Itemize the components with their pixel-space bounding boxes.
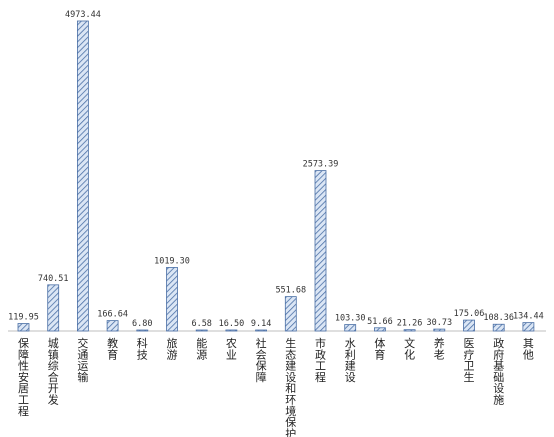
bar-13 [373,327,386,332]
bar-7 [195,329,208,332]
bar-6 [166,267,178,332]
category-label-2: 城镇综合开发 [48,337,59,407]
category-label-12: 水利建设 [345,337,356,384]
bar-16 [463,319,475,332]
bar-17 [492,323,505,332]
category-label-15: 养老 [434,336,445,361]
value-label-15: 30.73 [427,318,453,328]
value-label-10: 551.68 [275,286,306,296]
category-label-17: 政府基础设施 [493,336,504,407]
category-label-10: 生态建设和环境保护 [285,336,296,437]
value-labels-group: 119.95 740.51 4973.44 166.64 6.80 1019.30 6.58… [8,10,544,329]
category-label-18: 其他 [523,337,534,361]
bar-1 [17,323,30,332]
value-label-14: 21.26 [397,319,423,329]
category-label-5: 科技 [137,336,148,361]
category-label-13: 体育 [374,336,385,361]
value-label-18: 134.44 [513,312,544,322]
bar-4 [106,320,119,332]
category-label-16: 医疗卫生 [464,337,475,384]
category-label-11: 市政工程 [315,336,326,384]
bar-5 [136,329,149,332]
value-label-7: 6.58 [191,319,211,329]
value-label-17: 108.36 [483,313,514,323]
bar-3 [77,20,89,332]
bar-9 [255,329,268,332]
bar-15 [433,328,446,332]
category-label-1: 保障性安居工程 [18,336,29,418]
category-label-4: 教育 [107,337,118,361]
value-label-2: 740.51 [38,274,69,284]
value-label-8: 16.50 [219,319,245,329]
value-label-13: 51.66 [367,317,393,327]
value-label-3: 4973.44 [65,10,101,20]
bars-group [17,20,535,332]
value-label-11: 2573.39 [303,160,339,170]
value-label-1: 119.95 [8,313,39,323]
value-label-12: 103.30 [335,314,366,324]
category-label-7: 能源 [196,336,207,361]
bar-11 [314,170,327,332]
category-label-3: 交通运输 [77,336,88,384]
value-label-4: 166.64 [97,310,128,320]
bar-8 [225,329,238,332]
bar-2 [47,284,60,332]
bar-14 [403,329,416,332]
value-label-5: 6.80 [132,319,152,329]
category-label-6: 旅游 [167,336,178,361]
category-label-8: 农业 [226,336,237,361]
category-label-9: 社会保障 [256,336,267,384]
value-label-9: 9.14 [251,319,271,329]
bar-12 [344,324,357,332]
value-label-16: 175.06 [454,309,485,319]
category-label-14: 文化 [404,336,415,361]
value-label-6: 1019.30 [154,256,190,266]
bar-10 [284,296,297,332]
bar-18 [522,322,535,332]
